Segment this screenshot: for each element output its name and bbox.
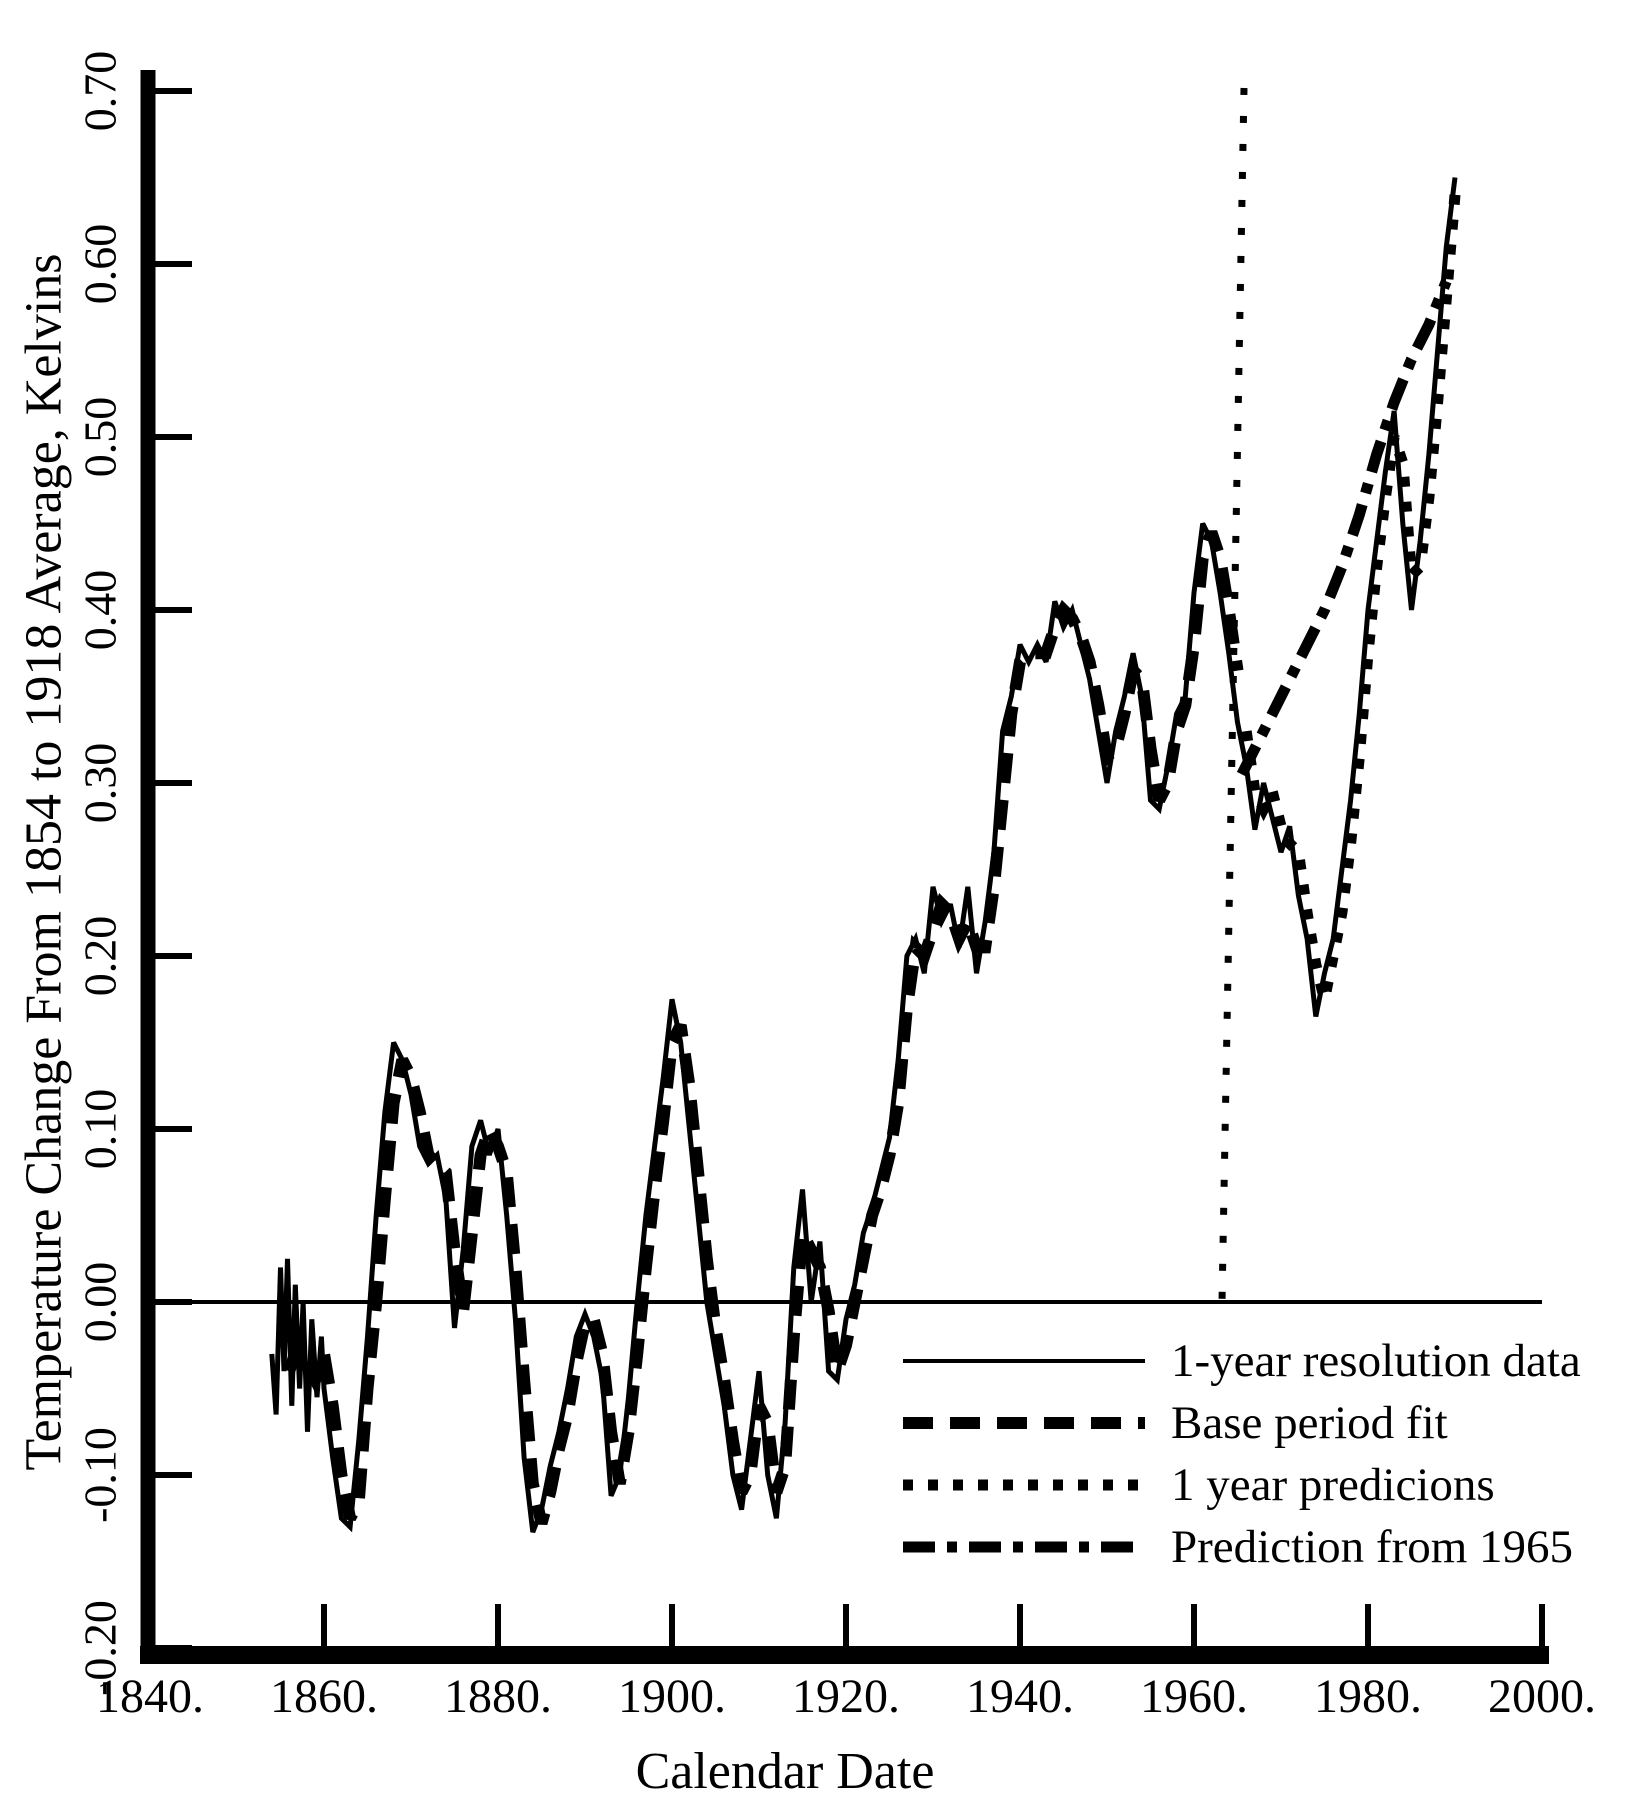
legend-label: 1 year predicions: [1171, 1459, 1495, 1511]
y-tick-label: 0.60: [75, 224, 126, 305]
legend: 1-year resolution data Base period fit 1…: [903, 1330, 1581, 1578]
y-tick-label: 0.20: [75, 916, 126, 997]
x-tick-label: 1840.: [96, 1670, 204, 1723]
x-tick-label: 1940.: [966, 1670, 1074, 1723]
y-tick-label: -0.10: [75, 1427, 126, 1523]
series-dashed: [283, 530, 1244, 1526]
series-dashdot: [1236, 279, 1452, 777]
x-tick-label: 1900.: [618, 1670, 726, 1723]
series-solid: [269, 177, 1458, 1534]
series-dotted: [1240, 194, 1461, 1001]
dashdot-line-icon: [903, 1541, 1145, 1553]
y-tick-label: 0.50: [75, 397, 126, 478]
x-tick-label: 1880.: [444, 1670, 552, 1723]
y-tick-label: 0.00: [75, 1262, 126, 1343]
x-axis-title: Calendar Date: [635, 1743, 935, 1800]
y-axis-title: Temperature Change From 1854 to 1918 Ave…: [15, 253, 73, 1471]
y-tick-label: 0.70: [75, 51, 126, 132]
reference-line-1965: [1218, 87, 1248, 1303]
dashed-line-icon: [903, 1417, 1145, 1429]
x-tick-label: 1860.: [270, 1670, 378, 1723]
y-tick-label: 0.40: [75, 570, 126, 651]
x-tick-label: 1980.: [1314, 1670, 1422, 1723]
y-tick-label: 0.30: [75, 743, 126, 824]
legend-label: Prediction from 1965: [1171, 1521, 1574, 1573]
legend-label: Base period fit: [1171, 1397, 1448, 1449]
solid-line-icon: [903, 1359, 1145, 1363]
legend-item-1-year-resolution-data: 1-year resolution data: [903, 1330, 1581, 1392]
legend-label: 1-year resolution data: [1171, 1335, 1581, 1387]
y-tick-label: -0.20: [75, 1600, 126, 1696]
legend-item-prediction-from-1965: Prediction from 1965: [903, 1516, 1581, 1578]
y-tick-label: 0.10: [75, 1089, 126, 1170]
legend-item-1-year-predictions: 1 year predicions: [903, 1454, 1581, 1516]
x-tick-label: 2000.: [1488, 1670, 1596, 1723]
dotted-line-icon: [903, 1479, 1145, 1491]
x-tick-label: 1960.: [1140, 1670, 1248, 1723]
x-tick-label: 1920.: [792, 1670, 900, 1723]
legend-item-base-period-fit: Base period fit: [903, 1392, 1581, 1454]
